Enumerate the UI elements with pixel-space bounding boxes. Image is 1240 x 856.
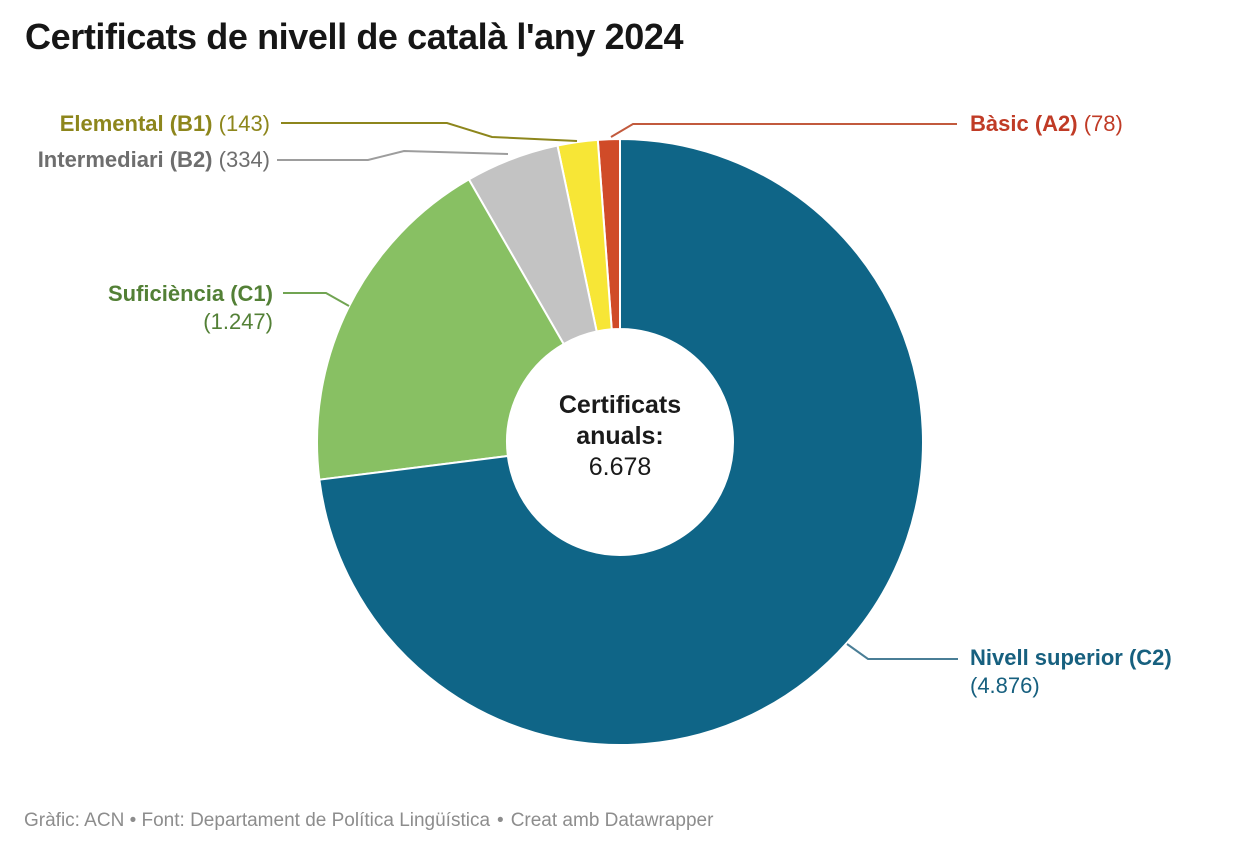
footer-separator: • [497,810,504,831]
leader-line-nivell-superior [846,643,958,660]
pie-slice-b2[interactable] [467,144,598,346]
center-label-heading: Certificats anuals: [558,391,682,450]
slice-label-name: Elemental (B1) [59,111,213,136]
slice-label-elemental-b1: Elemental (B1) (143) [20,110,270,138]
pie-slice-b1[interactable] [556,138,613,333]
leader-line-intermediari [277,149,509,161]
slice-label-name: Intermediari (B2) [37,147,213,172]
chart-title: Certificats de nivell de català l'any 20… [25,16,684,57]
leader-line-elemental [281,122,578,142]
slice-label-name: Bàsic (A2) [970,111,1078,136]
donut-center-label: Certificats anuals: 6.678 [523,390,717,483]
leader-line-basic [610,123,957,138]
slice-label-value: (143) [218,111,270,136]
slice-label-value: (78) [1083,111,1123,136]
pie-slice-c2[interactable] [318,138,924,746]
slice-label-name: Suficiència (C1) [107,281,273,306]
pie-slice-c1[interactable] [316,178,565,481]
slice-label-nivell-superior-c2: Nivell superior (C2) (4.876) [970,644,1172,700]
slice-label-basic-a2: Bàsic (A2) (78) [970,110,1123,138]
footer-datawrapper-link[interactable]: Creat amb Datawrapper [510,810,714,831]
leader-lines [277,122,958,660]
slice-label-name: Nivell superior (C2) [970,645,1172,670]
leader-line-suficiencia [283,292,350,307]
slice-label-value: (1.247) [203,309,273,334]
footer-credit: Gràfic: ACN • Font: Departament de Polít… [24,810,491,831]
slice-label-value: (334) [218,147,270,172]
slice-label-intermediari-b2: Intermediari (B2) (334) [20,146,270,174]
slice-label-suficiencia-c1: Suficiència (C1) (1.247) [20,280,273,336]
slice-label-value: (4.876) [970,673,1040,698]
chart-footer: Gràfic: ACN • Font: Departament de Polít… [24,810,713,832]
center-label-total: 6.678 [588,453,652,481]
